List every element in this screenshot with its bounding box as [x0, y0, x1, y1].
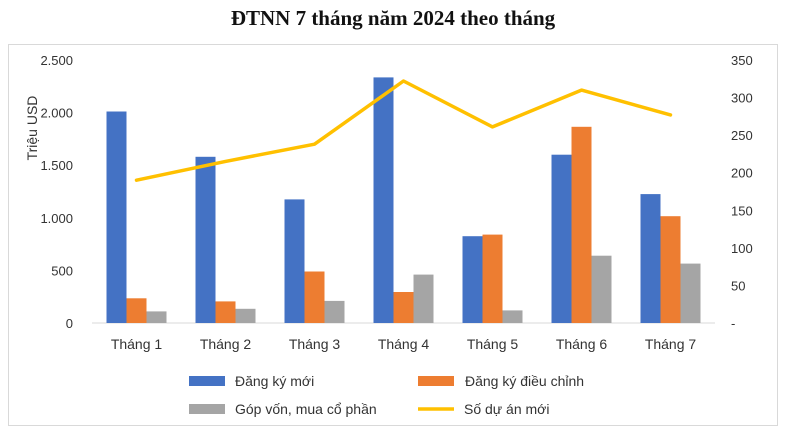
- bar-3-5: [502, 310, 523, 323]
- x-tick-label: Tháng 3: [289, 336, 341, 352]
- bar-3-4: [413, 274, 434, 323]
- bar-3-6: [591, 255, 612, 323]
- legend-swatch: [189, 404, 225, 414]
- x-tick-label: Tháng 2: [200, 336, 252, 352]
- y2-tick-label: 350: [731, 53, 753, 68]
- bar-1-1: [106, 111, 127, 323]
- y-tick-label: 2.500: [40, 53, 73, 68]
- bar-1-4: [373, 77, 394, 324]
- y-tick-label: 2.000: [40, 106, 73, 121]
- bar-3-3: [324, 300, 345, 323]
- y2-tick-label: -: [731, 316, 735, 331]
- bar-1-7: [640, 194, 661, 323]
- y-axis-right-ticks: - 50 100 150 200 250 300 350: [731, 53, 753, 331]
- bar-1-5: [462, 236, 483, 323]
- y-tick-label: 1.000: [40, 211, 73, 226]
- bar-2-1: [126, 298, 147, 323]
- y-tick-label: 1.500: [40, 158, 73, 173]
- legend-label: Góp vốn, mua cổ phần: [235, 401, 377, 417]
- bars-group: [106, 77, 701, 324]
- bar-2-3: [304, 271, 325, 323]
- bar-3-7: [680, 263, 701, 323]
- bar-2-6: [571, 126, 592, 323]
- bar-1-6: [551, 154, 572, 323]
- bar-3-1: [146, 311, 167, 323]
- x-tick-label: Tháng 6: [556, 336, 608, 352]
- legend-label: Đăng ký mới: [235, 373, 314, 389]
- legend-swatch: [189, 376, 225, 386]
- y2-tick-label: 250: [731, 128, 753, 143]
- legend: Đăng ký mới Đăng ký điều chỉnh Góp vốn, mu…: [189, 373, 584, 417]
- line-series-group: [134, 79, 673, 182]
- x-tick-label: Tháng 4: [378, 336, 430, 352]
- y2-tick-label: 100: [731, 241, 753, 256]
- bar-2-7: [660, 216, 681, 323]
- legend-label: Số dự án mới: [464, 401, 549, 417]
- bar-2-4: [393, 292, 414, 323]
- legend-label: Đăng ký điều chỉnh: [465, 373, 584, 389]
- bar-1-2: [195, 156, 216, 323]
- y2-tick-label: 200: [731, 166, 753, 181]
- y-tick-label: 0: [66, 316, 73, 331]
- legend-swatch: [418, 376, 454, 386]
- y-axis-left-ticks: 0 500 1.000 1.500 2.000 2.500: [40, 53, 73, 331]
- chart-title: ĐTNN 7 tháng năm 2024 theo tháng: [230, 6, 556, 30]
- y-axis-label: Triệu USD: [24, 96, 40, 161]
- y-tick-label: 500: [51, 263, 73, 278]
- y2-tick-label: 300: [731, 91, 753, 106]
- x-tick-label: Tháng 5: [467, 336, 519, 352]
- bar-2-5: [482, 234, 503, 323]
- y2-tick-label: 150: [731, 203, 753, 218]
- bar-1-3: [284, 199, 305, 323]
- chart-frame: [8, 44, 778, 426]
- bar-3-2: [235, 308, 256, 323]
- y2-tick-label: 50: [731, 278, 745, 293]
- x-tick-label: Tháng 1: [111, 336, 163, 352]
- x-axis-ticks: Tháng 1 Tháng 2 Tháng 3 Tháng 4 Tháng 5 Tháng…: [111, 336, 697, 352]
- line-so-du-an-moi: [134, 79, 673, 182]
- bar-2-2: [215, 301, 236, 323]
- x-tick-label: Tháng 7: [645, 336, 697, 352]
